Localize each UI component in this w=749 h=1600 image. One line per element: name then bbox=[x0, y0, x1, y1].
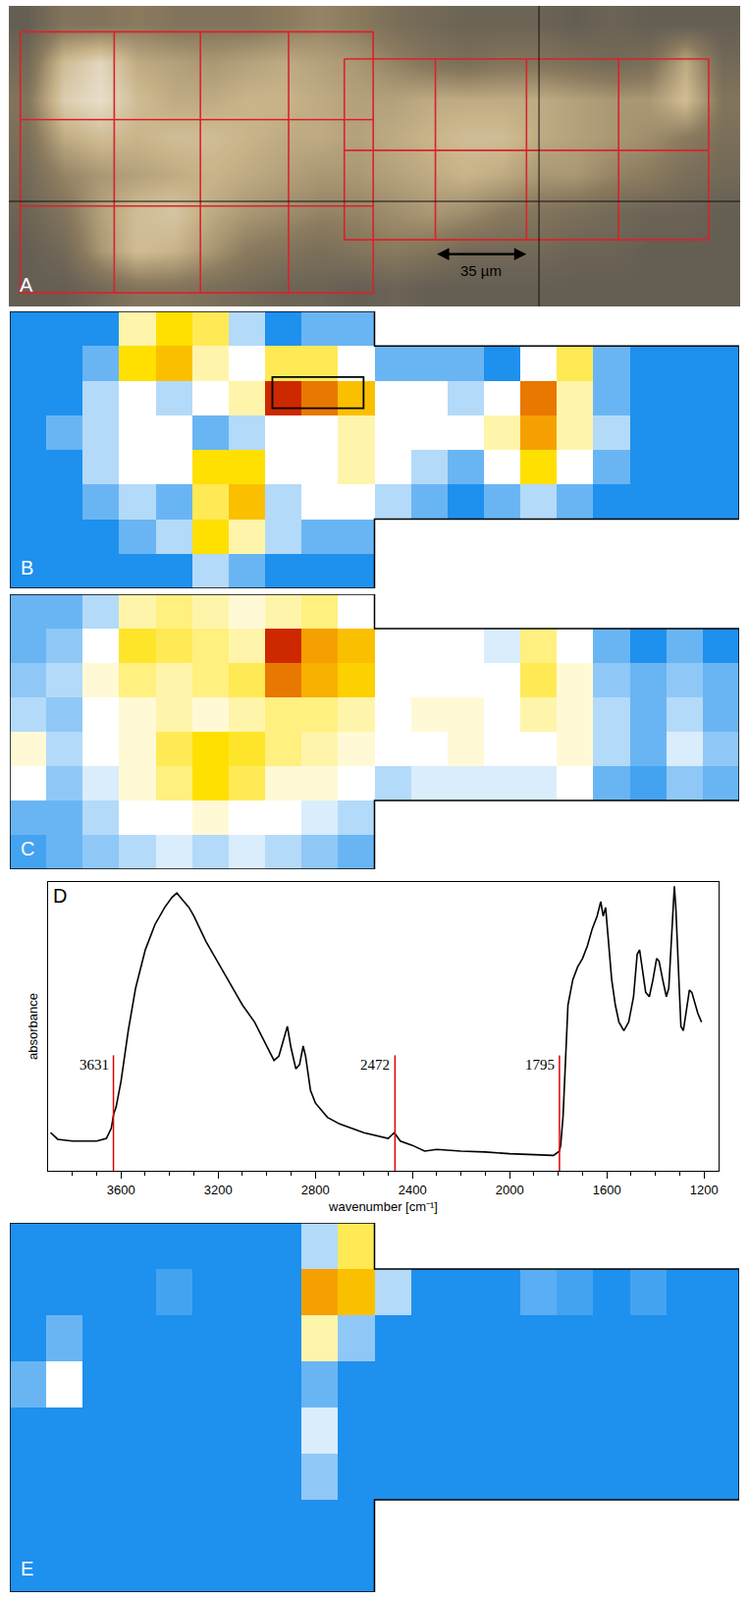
svg-text:1795: 1795 bbox=[525, 1056, 555, 1072]
svg-text:3631: 3631 bbox=[79, 1056, 109, 1072]
svg-text:2472: 2472 bbox=[360, 1056, 390, 1072]
svg-text:D: D bbox=[53, 884, 67, 907]
svg-text:C: C bbox=[20, 837, 35, 859]
svg-text:2400: 2400 bbox=[398, 1181, 428, 1197]
svg-text:B: B bbox=[20, 556, 34, 579]
svg-text:1600: 1600 bbox=[592, 1181, 622, 1197]
svg-text:absorbance: absorbance bbox=[25, 992, 41, 1060]
svg-text:wavenumber [cm⁻¹]: wavenumber [cm⁻¹] bbox=[327, 1198, 438, 1214]
svg-text:35 µm: 35 µm bbox=[460, 262, 502, 279]
svg-text:2800: 2800 bbox=[301, 1181, 330, 1197]
svg-text:A: A bbox=[19, 273, 34, 296]
svg-text:E: E bbox=[20, 1556, 34, 1579]
svg-text:3200: 3200 bbox=[204, 1181, 233, 1197]
svg-text:2000: 2000 bbox=[495, 1181, 525, 1197]
svg-text:1200: 1200 bbox=[690, 1181, 719, 1197]
svg-text:3600: 3600 bbox=[107, 1181, 136, 1197]
